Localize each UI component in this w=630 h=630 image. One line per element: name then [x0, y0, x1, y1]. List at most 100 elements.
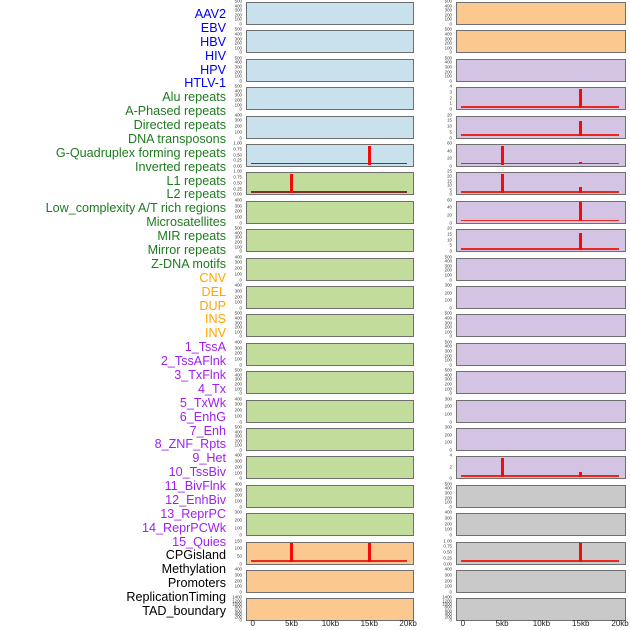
y-tick-label: 200 — [234, 239, 242, 245]
y-tick-label: 200 — [234, 517, 242, 523]
y-tick-label: 5 — [449, 129, 452, 135]
y-tick-label: 2 — [449, 95, 452, 101]
row-label-ebv: EBV — [200, 20, 226, 35]
row-label-15-quies: 15_Quies — [172, 534, 226, 549]
row-label-microsatellites: Microsatellites — [146, 215, 226, 230]
y-tick-label: 400 — [234, 230, 242, 236]
y-tick-label: 0 — [239, 49, 242, 55]
row-label-5-txwk: 5_TxWk — [179, 395, 226, 410]
panel-6-enhg — [456, 200, 626, 224]
spike-marker — [579, 187, 583, 193]
row-label-cpgisland: CPGisland — [165, 548, 226, 563]
y-tick-label: 200 — [234, 577, 242, 583]
y-tick-label: 500 — [444, 481, 452, 487]
y-tick-label: 400 — [234, 197, 242, 203]
y-tick-label: 10 — [447, 182, 452, 188]
row-label-methylation: Methylation — [161, 562, 226, 577]
y-tick-label: 0 — [449, 419, 452, 424]
y-tick-label: 100 — [234, 442, 242, 448]
row-label-g-quadruplex-forming-repeats: G-Quadruplex forming repeats — [55, 145, 226, 160]
baseline-profile-line — [251, 162, 407, 165]
y-tick-label: 0.50 — [233, 151, 242, 157]
panel-l2-repeats — [246, 371, 414, 395]
baseline-profile-line — [461, 475, 619, 477]
y-tick-label: 300 — [444, 572, 452, 578]
y-tick-label: 100 — [234, 356, 242, 362]
x-tick-label: 5kb — [495, 619, 509, 628]
y-tick-label: 200 — [234, 438, 242, 444]
y-tick-label: 0 — [449, 220, 452, 226]
y-tick-label: 10 — [447, 237, 452, 243]
y-tick-label: 200 — [444, 40, 452, 46]
y-tick-label: 0.75 — [233, 174, 242, 180]
y-tick-label: 400 — [234, 372, 242, 378]
y-tick-label: 2 — [449, 464, 452, 470]
y-tick-label: 1000 — [442, 601, 452, 607]
y-tick-label: 1.00 — [233, 168, 242, 174]
panel-cnv — [246, 541, 414, 565]
y-tick-label: 300 — [234, 64, 242, 70]
y-tick-label: 300 — [234, 202, 242, 208]
row-label-z-dna-motifs: Z-DNA motifs — [151, 256, 226, 271]
y-tick-label: 500 — [234, 0, 242, 4]
y-tick-label: 40 — [447, 204, 452, 210]
y-tick-label: 100 — [444, 297, 452, 303]
y-tick-label: 400 — [444, 611, 452, 617]
y-tick-label: 15 — [447, 231, 452, 237]
row-label-8-znf-rpts: 8_ZNF_Rpts — [154, 437, 226, 452]
y-tick-label: 60 — [447, 197, 452, 203]
row-label-2-tssaflnk: 2_TssAFlnk — [160, 354, 226, 369]
row-label-inv: INV — [205, 326, 226, 341]
y-tick-label: 400 — [234, 481, 242, 487]
y-tick-label: 400 — [444, 485, 452, 491]
y-tick-label: 200 — [444, 403, 452, 409]
spike-marker — [289, 173, 294, 193]
baseline-profile-line — [461, 162, 619, 165]
y-tick-label: 100 — [234, 45, 242, 51]
y-tick-label: 0 — [449, 362, 452, 368]
y-tick-label: 200 — [444, 69, 452, 74]
y-tick-label: 400 — [444, 566, 452, 572]
panel-1-tssa — [456, 58, 626, 82]
panel-15-quies — [456, 456, 626, 480]
y-tick-label: 1 — [449, 100, 452, 106]
row-label-13-reprpc: 13_ReprPC — [160, 506, 226, 521]
y-tick-label: 0 — [449, 390, 452, 396]
y-tick-label: 400 — [234, 59, 242, 65]
y-tick-label: 0 — [449, 49, 452, 55]
y-tick-label: 100 — [444, 439, 452, 445]
panel-hpv — [246, 115, 414, 139]
y-tick-label: 200 — [234, 407, 242, 413]
y-tick-label: 300 — [444, 515, 452, 521]
y-tick-label: 0.50 — [233, 180, 242, 186]
spike-marker — [579, 472, 583, 477]
y-tick-label: 200 — [234, 123, 242, 129]
row-label-a-phased-repeats: A-Phased repeats — [125, 104, 226, 119]
y-tick-label: 0 — [239, 305, 242, 311]
panel-ebv — [246, 30, 414, 54]
row-label-hpv: HPV — [200, 62, 226, 77]
baseline-profile-line — [461, 248, 619, 250]
y-tick-label: 400 — [444, 315, 452, 321]
panel-cpgisland — [456, 484, 626, 508]
row-label-aav2: AAV2 — [194, 7, 226, 21]
panel-methylation — [456, 513, 626, 537]
y-tick-label: 400 — [234, 429, 242, 434]
y-tick-label: 0.25 — [443, 555, 452, 561]
spike-marker — [579, 543, 583, 563]
y-tick-label: 500 — [444, 26, 452, 32]
y-tick-label: 0 — [239, 532, 242, 538]
y-tick-label: 200 — [234, 350, 242, 356]
y-tick-label: 0 — [239, 135, 242, 140]
y-tick-label: 200 — [444, 324, 452, 330]
spike-marker — [289, 543, 294, 563]
y-tick-label: 0 — [239, 106, 242, 112]
y-tick-label: 100 — [234, 413, 242, 419]
y-tick-label: 15 — [447, 117, 452, 123]
y-tick-label: 300 — [444, 376, 452, 382]
y-tick-label: 0 — [239, 78, 242, 84]
y-tick-label: 200 — [234, 293, 242, 299]
y-tick-label: 0 — [239, 362, 242, 368]
y-tick-label: 100 — [234, 524, 242, 530]
baseline-profile-line — [461, 191, 619, 193]
